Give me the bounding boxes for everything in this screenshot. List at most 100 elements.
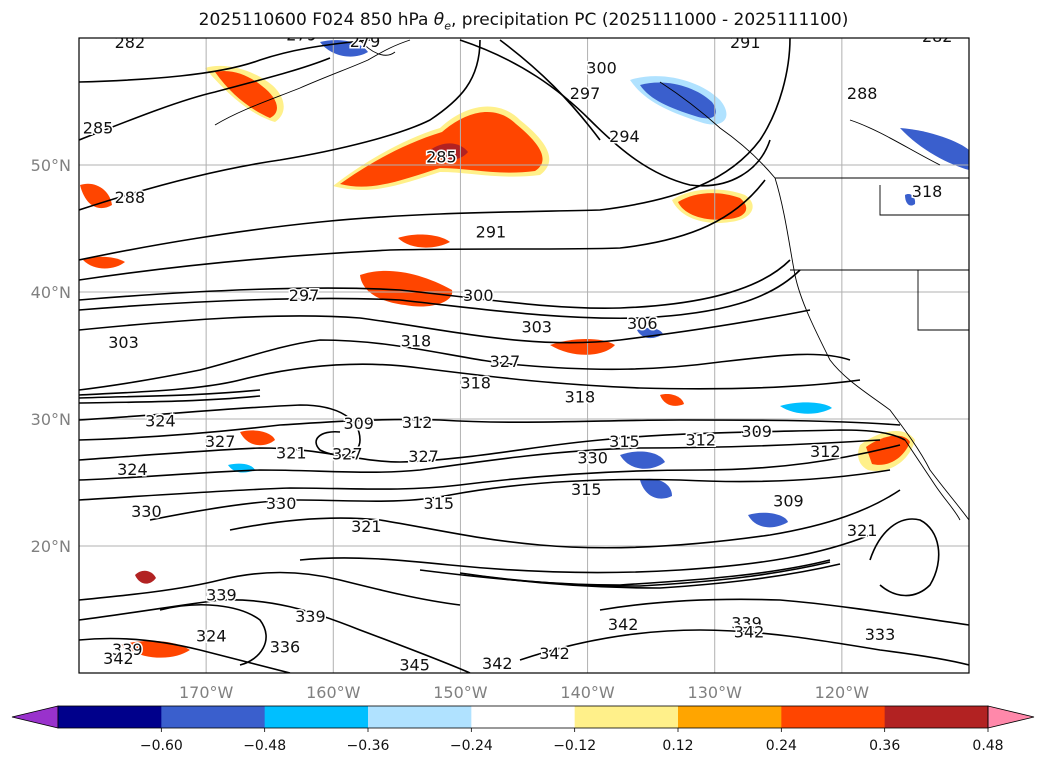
contour-label: 318 <box>565 387 596 406</box>
contour-label: 309 <box>741 422 772 441</box>
title-prefix: 2025110600 F024 850 hPa <box>198 10 434 30</box>
longitude-tick-label: 140°W <box>560 683 615 702</box>
colorbar-swatch <box>471 706 576 728</box>
latitude-tick-label: 50°N <box>31 156 71 175</box>
longitude-tick-label: 130°W <box>688 683 743 702</box>
colorbar-tick-label: −0.12 <box>553 738 596 754</box>
latitude-tick-label: 40°N <box>31 283 71 302</box>
contour-label: 279 <box>286 26 317 45</box>
colorbar-tick-label: 0.36 <box>869 738 900 754</box>
contour-label: 315 <box>571 480 602 499</box>
contour-label: 294 <box>609 127 640 146</box>
contour-label: 321 <box>351 517 382 536</box>
colorbar-swatch <box>58 706 162 728</box>
contour-label: 282 <box>922 27 953 46</box>
longitude-tick-label: 170°W <box>179 683 234 702</box>
contour-label: 312 <box>810 442 841 461</box>
contour-label: 285 <box>426 147 457 166</box>
title-subscript: e <box>444 19 451 33</box>
latitude-tick-label: 20°N <box>31 537 71 556</box>
contour-label: 300 <box>463 286 494 305</box>
latitude-tick-labels: 50°N 40°N 30°N 20°N <box>31 156 71 556</box>
colorbar-swatch <box>574 706 679 728</box>
contour-label: 324 <box>117 460 148 479</box>
colorbar-swatch <box>678 706 782 728</box>
contour-label: 318 <box>401 332 432 351</box>
colorbar-swatch <box>264 706 369 728</box>
contour-label: 306 <box>627 314 658 333</box>
contour-label: 330 <box>577 448 608 467</box>
contour-label: 321 <box>276 443 307 462</box>
map-title: 2025110600 F024 850 hPa θe, precipitatio… <box>0 10 1047 32</box>
lat-lon-grid <box>79 38 969 673</box>
contour-label: 339 <box>731 614 762 633</box>
contour-label: 312 <box>685 431 716 450</box>
contour-label: 315 <box>609 432 640 451</box>
contour-label: 342 <box>734 622 765 641</box>
colorbar-tick-label: −0.36 <box>347 738 390 754</box>
contour-label: 282 <box>115 33 146 52</box>
contour-label: 291 <box>730 33 761 52</box>
contour-label: 339 <box>206 586 237 605</box>
contour-label: 297 <box>289 286 320 305</box>
colorbar-extend-high <box>987 705 1035 729</box>
contour-label: 291 <box>476 222 507 241</box>
colorbar-tick-label: 0.12 <box>662 738 693 754</box>
contour-label: 327 <box>408 447 439 466</box>
contour-label: 330 <box>266 494 297 513</box>
latitude-tick-label: 30°N <box>31 410 71 429</box>
longitude-tick-label: 150°W <box>433 683 488 702</box>
colorbar-swatch <box>161 706 266 728</box>
contour-label: 309 <box>773 492 804 511</box>
contour-label: 324 <box>196 626 227 645</box>
colorbar: −0.60 −0.48 −0.36 −0.24 −0.12 0.12 0.24 0.36 0.4… <box>11 705 1035 754</box>
contour-label: 327 <box>205 432 236 451</box>
colorbar-swatch <box>781 706 886 728</box>
colorbar-extend-low <box>11 705 59 729</box>
contour-label: 312 <box>402 413 433 432</box>
contour-label: 345 <box>399 655 430 674</box>
contour-label: 342 <box>539 644 570 663</box>
theta-e-contours <box>79 38 969 673</box>
contour-label: 339 <box>112 640 143 659</box>
colorbar-swatch <box>368 706 472 728</box>
contour-label: 342 <box>103 649 134 668</box>
contour-label: 321 <box>847 521 878 540</box>
plot-frame <box>78 37 970 674</box>
title-suffix: , precipitation PC (2025111000 - 2025111… <box>450 10 849 30</box>
contour-label: 330 <box>131 502 162 521</box>
contour-label: 297 <box>570 84 601 103</box>
contour-label: 327 <box>490 352 521 371</box>
contour-label: 339 <box>295 607 326 626</box>
contour-label: 309 <box>343 414 374 433</box>
contour-label: 315 <box>424 494 455 513</box>
colorbar-tick-label: −0.48 <box>243 738 286 754</box>
contour-label: 288 <box>115 188 146 207</box>
colorbar-tick-label: −0.24 <box>450 738 493 754</box>
title-symbol: θ <box>433 10 445 30</box>
colorbar-tick-label: −0.60 <box>140 738 183 754</box>
contour-label: 336 <box>270 638 301 657</box>
contour-label: 318 <box>460 374 491 393</box>
contour-label: 285 <box>83 118 114 137</box>
coastlines <box>214 39 969 521</box>
contour-label: 342 <box>482 654 513 673</box>
longitude-tick-labels: 170°W 160°W 150°W 140°W 130°W 120°W <box>179 683 869 702</box>
positive-anomaly-region <box>80 65 915 658</box>
contour-label: 342 <box>608 615 639 634</box>
colorbar-tick-label: 0.48 <box>972 738 1003 754</box>
contour-label: 288 <box>847 84 878 103</box>
colorbar-tick-label: 0.24 <box>766 738 797 754</box>
contour-label: 324 <box>145 412 176 431</box>
contour-label: 318 <box>912 182 943 201</box>
contour-label: 303 <box>521 318 552 337</box>
colorbar-frame <box>57 705 989 729</box>
contour-label: 279 <box>350 32 381 51</box>
contour-label: 300 <box>586 59 617 78</box>
longitude-tick-label: 120°W <box>815 683 870 702</box>
contour-label: 303 <box>108 333 139 352</box>
contour-label: 327 <box>332 445 363 464</box>
